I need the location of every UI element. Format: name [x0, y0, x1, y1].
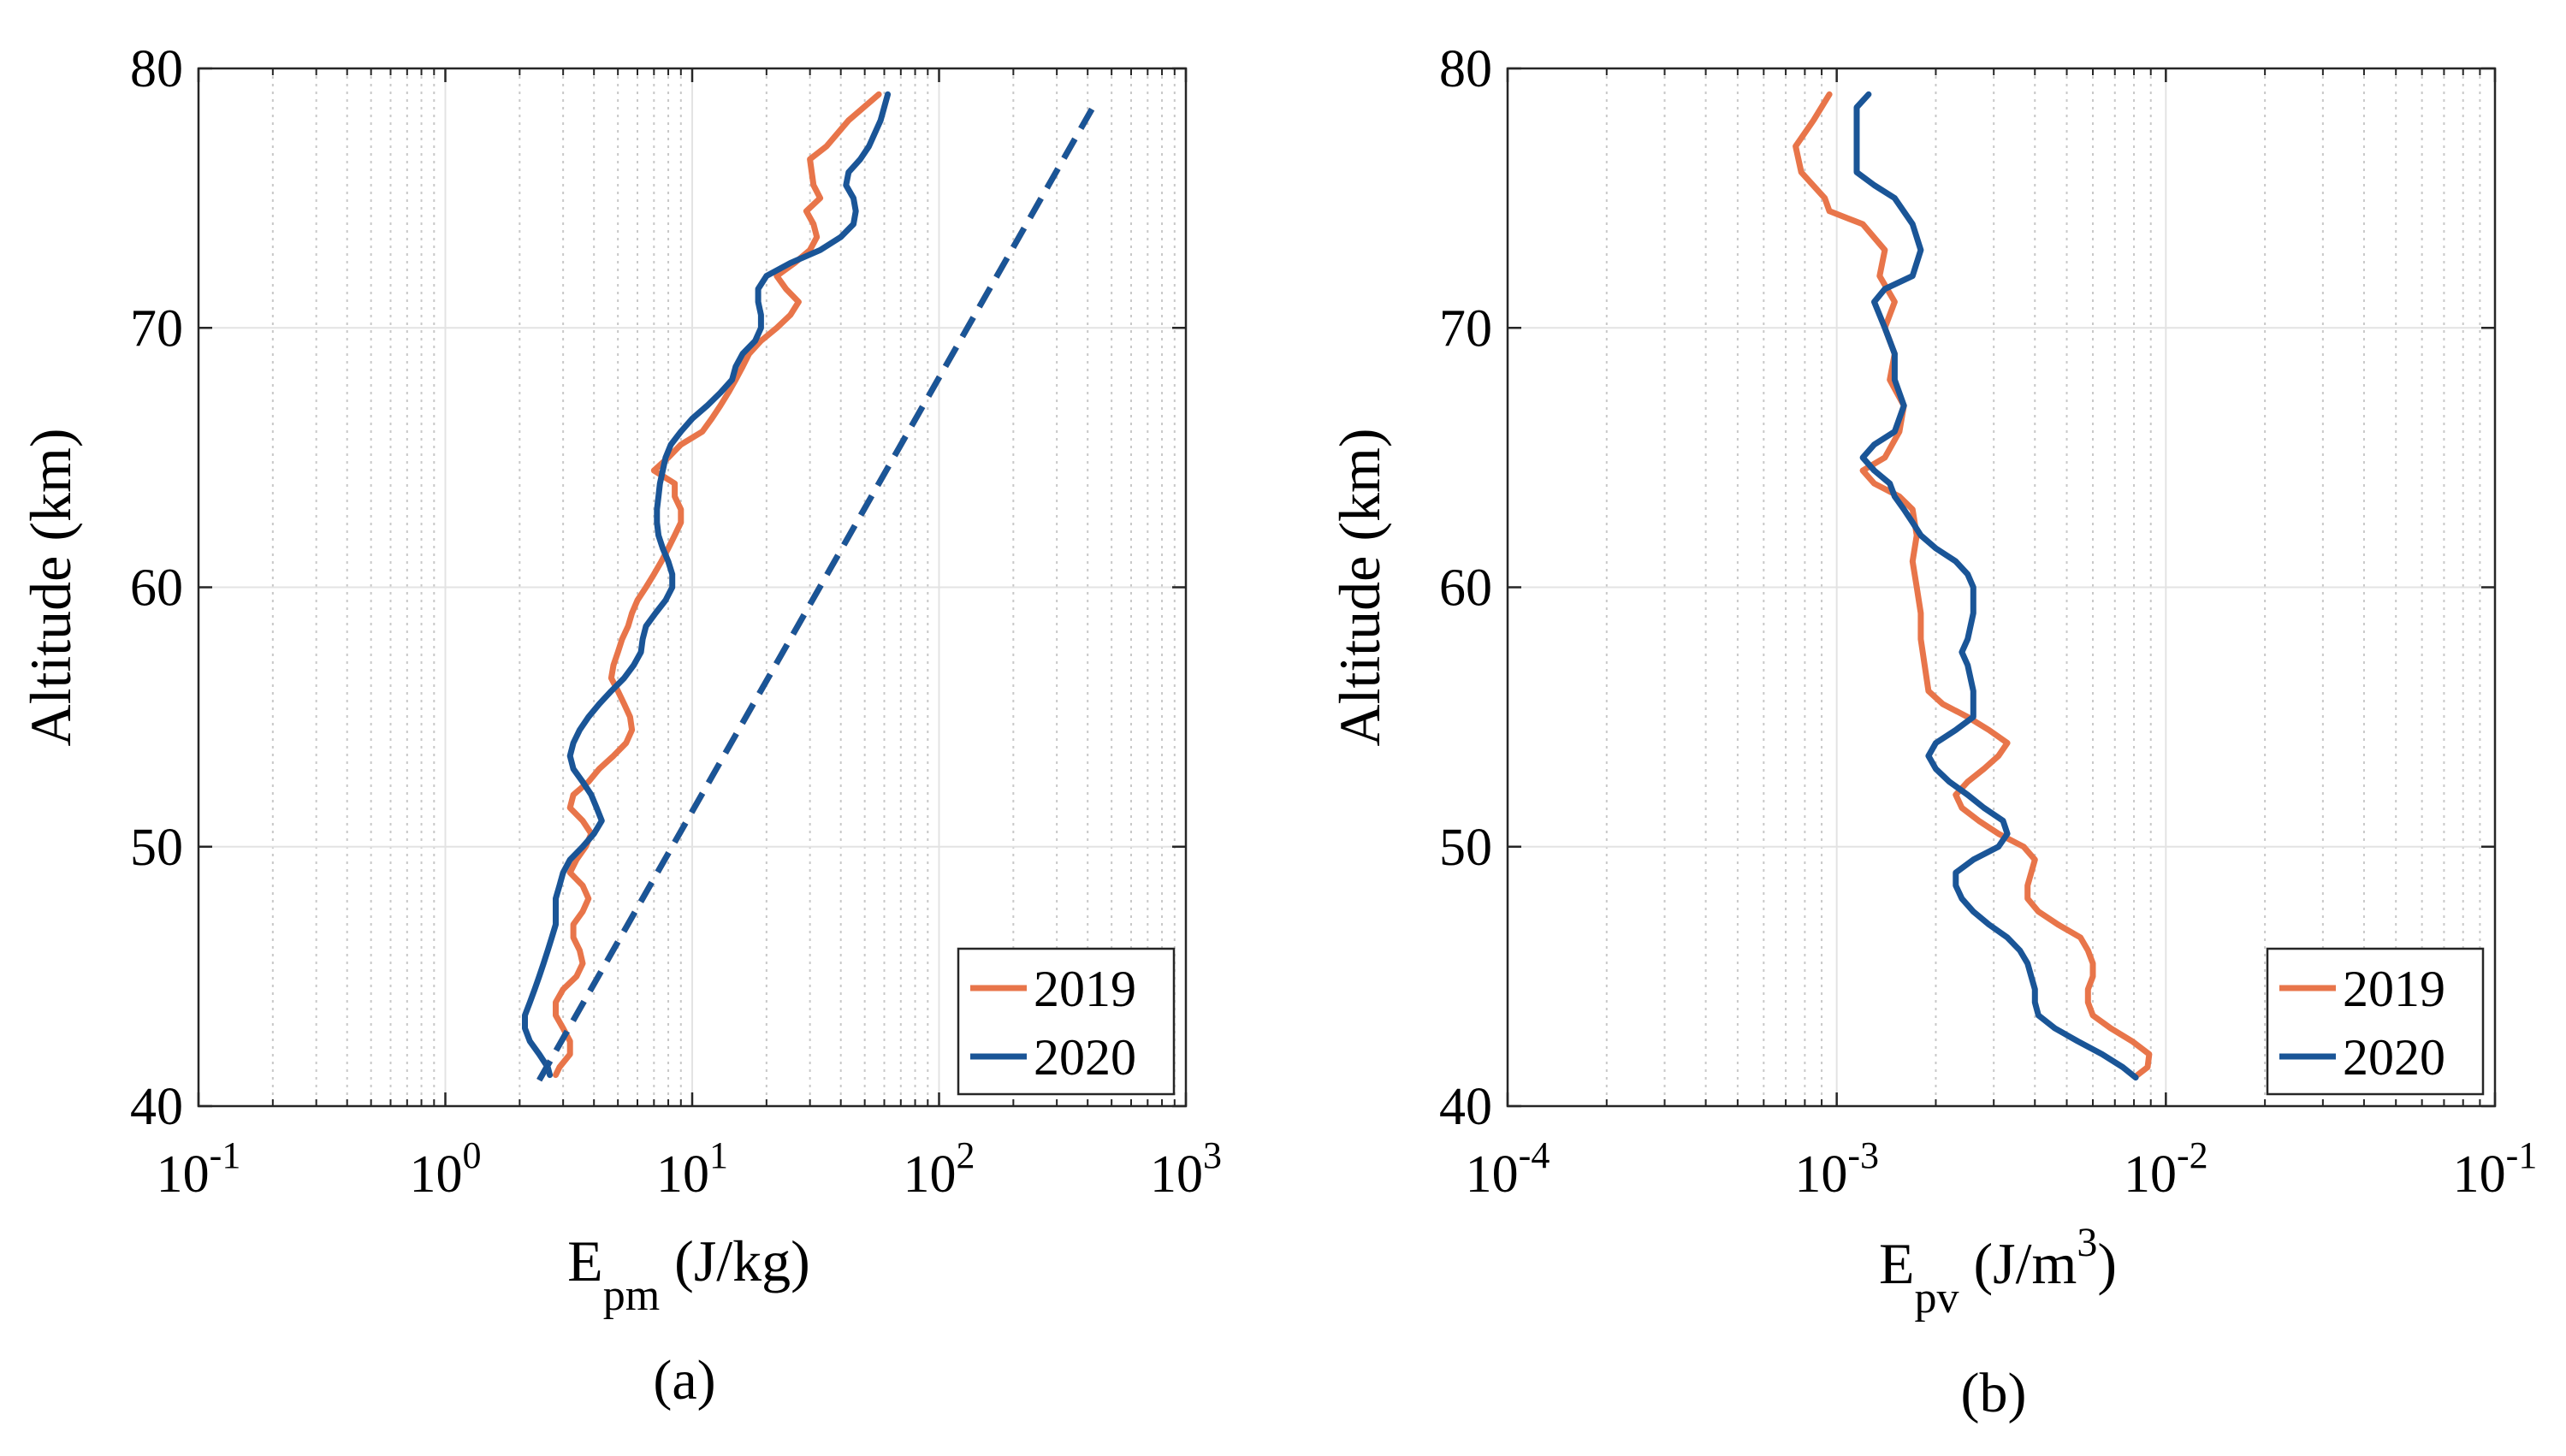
x-tick-base: 10 — [904, 1145, 957, 1204]
series-line-2020-dashed — [536, 105, 1096, 1082]
x-tick-exponent: 3 — [1203, 1134, 1222, 1176]
x-tick-label: 103 — [1150, 1134, 1222, 1204]
x-label-close: ) — [2097, 1231, 2117, 1296]
x-tick-label: 100 — [410, 1134, 482, 1204]
x-label-subscript: pm — [603, 1271, 660, 1320]
y-axis-label: Altitude (km) — [18, 428, 83, 746]
x-tick-base: 10 — [1794, 1145, 1847, 1204]
y-tick-label: 60 — [1439, 559, 1492, 618]
x-tick-exponent: -2 — [2177, 1134, 2208, 1176]
x-tick-label: 10-1 — [2453, 1134, 2538, 1204]
y-tick-label: 50 — [130, 819, 183, 877]
x-tick-label: 10-1 — [157, 1134, 241, 1204]
x-tick-base: 10 — [1150, 1145, 1203, 1204]
legend: 2019 2020 — [2266, 947, 2485, 1096]
legend-box — [2266, 947, 2485, 1096]
legend-label-2020: 2020 — [2343, 1029, 2445, 1086]
y-tick-label: 40 — [130, 1078, 183, 1136]
x-tick-base: 10 — [157, 1145, 210, 1204]
y-tick-label: 70 — [1439, 299, 1492, 358]
x-axis-label: Epv (J/m3) — [1879, 1220, 2117, 1323]
x-label-superscript: 3 — [2077, 1220, 2097, 1265]
x-tick-label: 102 — [904, 1134, 975, 1204]
panel-label: (a) — [653, 1349, 715, 1412]
y-tick-label: 50 — [1439, 819, 1492, 877]
y-tick-label: 40 — [1439, 1078, 1492, 1136]
x-tick-base: 10 — [1466, 1145, 1519, 1204]
x-label-subscript: pv — [1914, 1274, 1959, 1323]
x-tick-label: 101 — [656, 1134, 728, 1204]
x-tick-exponent: 2 — [957, 1134, 975, 1176]
x-tick-exponent: 1 — [709, 1134, 728, 1176]
legend-label-2019: 2019 — [2343, 961, 2445, 1017]
series-line-2019 — [1793, 91, 2153, 1079]
y-tick-label: 60 — [130, 559, 183, 618]
x-tick-base: 10 — [2453, 1145, 2506, 1204]
y-tick-label: 80 — [130, 40, 183, 98]
series-group — [522, 91, 1096, 1082]
x-tick-exponent: -1 — [210, 1134, 241, 1176]
grid — [198, 68, 1187, 1107]
legend-box — [957, 947, 1176, 1096]
series-line-2020 — [522, 91, 892, 1079]
legend-label-2019: 2019 — [1034, 961, 1136, 1017]
x-tick-label: 10-2 — [2124, 1134, 2208, 1204]
x-label-unit: (J/kg) — [660, 1228, 810, 1293]
x-tick-label: 10-3 — [1794, 1134, 1879, 1204]
legend-label-2020: 2020 — [1034, 1029, 1136, 1086]
x-tick-exponent: -1 — [2506, 1134, 2538, 1176]
x-tick-exponent: -4 — [1519, 1134, 1550, 1176]
x-label-unit: (J/m — [1959, 1231, 2077, 1296]
legend: 2019 2020 — [957, 947, 1176, 1096]
x-axis-label: Epm (J/kg) — [567, 1228, 810, 1320]
x-tick-base: 10 — [656, 1145, 709, 1204]
x-tick-base: 10 — [2124, 1145, 2177, 1204]
x-tick-base: 10 — [410, 1145, 463, 1204]
x-label-symbol: E — [1879, 1231, 1915, 1296]
y-tick-label: 70 — [130, 299, 183, 358]
series-line-2020 — [1853, 91, 2139, 1081]
x-tick-label: 10-4 — [1466, 1134, 1550, 1204]
panel-label: (b) — [1961, 1362, 2027, 1424]
y-tick-label: 80 — [1439, 40, 1492, 98]
series-line-2019 — [553, 91, 882, 1079]
series-group — [1793, 91, 2153, 1081]
x-label-symbol: E — [567, 1228, 603, 1293]
x-tick-exponent: -3 — [1847, 1134, 1879, 1176]
y-axis-label: Altitude (km) — [1327, 428, 1392, 746]
x-tick-exponent: 0 — [463, 1134, 482, 1176]
